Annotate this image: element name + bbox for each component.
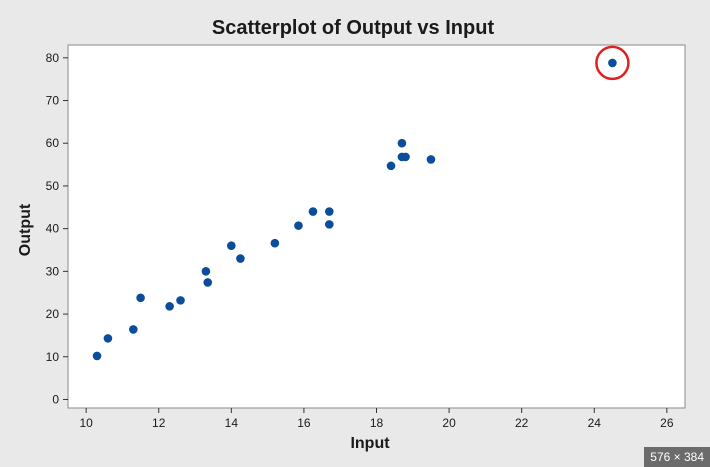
y-tick-label: 20 — [46, 307, 60, 321]
data-point — [426, 155, 436, 164]
x-tick-label: 26 — [660, 416, 674, 430]
data-point — [92, 351, 102, 361]
y-tick-label: 10 — [46, 350, 60, 364]
outlier-highlight-circle — [595, 45, 630, 81]
data-point — [165, 302, 174, 311]
y-tick-label: 30 — [46, 264, 60, 278]
data-point — [401, 152, 410, 162]
data-point — [386, 161, 396, 171]
x-tick-label: 24 — [588, 416, 602, 430]
chart-title: Scatterplot of Output vs Input — [212, 17, 495, 39]
y-axis: 0 10 20 30 40 50 60 70 80 — [46, 51, 68, 406]
data-point — [325, 207, 334, 216]
x-tick-label: 12 — [152, 416, 166, 430]
data-point — [176, 296, 185, 305]
data-point — [236, 254, 245, 263]
data-point — [294, 221, 303, 230]
data-point — [325, 220, 334, 229]
plot-area — [67, 44, 686, 409]
y-tick-label: 80 — [46, 51, 60, 65]
x-axis: 10 12 14 16 18 20 22 24 26 — [79, 408, 674, 430]
x-tick-label: 18 — [370, 416, 384, 430]
y-tick-label: 70 — [46, 94, 60, 108]
data-point — [203, 278, 213, 287]
dimension-badge: 576 × 384 — [644, 447, 710, 467]
data-point — [103, 334, 113, 343]
data-point — [608, 58, 617, 68]
y-axis-label: Output — [17, 203, 34, 256]
data-point — [397, 138, 407, 148]
data-point — [136, 293, 145, 303]
data-point — [308, 207, 318, 216]
y-tick-label: 40 — [46, 222, 60, 236]
data-point — [270, 238, 280, 248]
x-axis-label: Input — [350, 435, 390, 452]
y-tick-label: 60 — [46, 136, 60, 150]
x-tick-label: 22 — [515, 416, 529, 430]
data-point — [129, 325, 138, 334]
x-tick-label: 16 — [297, 416, 311, 430]
x-tick-label: 20 — [442, 416, 456, 430]
data-point — [201, 267, 211, 276]
y-tick-label: 0 — [52, 392, 59, 406]
data-points — [92, 45, 630, 361]
x-tick-label: 10 — [79, 416, 93, 430]
y-tick-label: 50 — [46, 179, 60, 193]
data-point — [227, 241, 236, 251]
x-tick-label: 14 — [225, 416, 239, 430]
